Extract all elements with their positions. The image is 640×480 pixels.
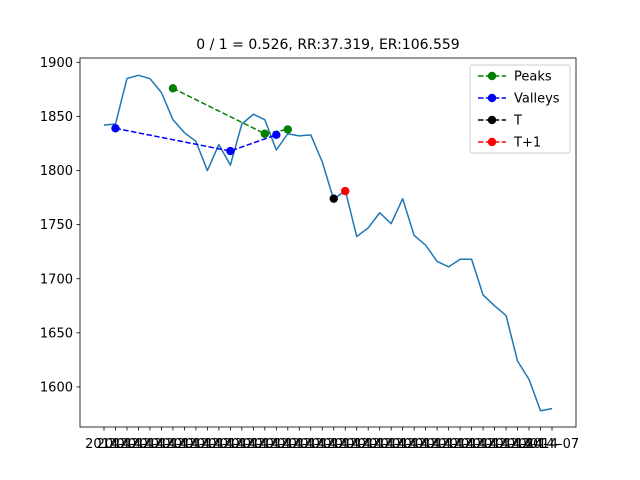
legend-peaks-marker xyxy=(487,71,497,81)
axes-frame xyxy=(79,57,577,428)
x-tick-label: 2014- xyxy=(522,437,560,452)
x-tick-label: 2014- xyxy=(303,437,341,452)
axes: 16001650170017501800185019002014-2014-20… xyxy=(40,56,579,452)
x-tick-label: 2014- xyxy=(338,437,376,452)
x-tick-label: 2014- xyxy=(154,437,192,452)
legend-peaks-label: Peaks xyxy=(514,70,552,85)
x-tick-label: 2014- xyxy=(166,437,204,452)
x-tick-label: 2014- xyxy=(487,437,525,452)
x-tick-label: 2014- xyxy=(269,437,307,452)
x-tick-label: 2014- xyxy=(418,437,456,452)
x-tick-label: 2014- xyxy=(499,437,537,452)
x-tick-label: 2014- xyxy=(177,437,215,452)
y-tick-label: 1750 xyxy=(40,218,73,233)
x-tick-label: 2014- xyxy=(453,437,491,452)
x-tick-label: 2014- xyxy=(85,437,123,452)
price-series-line xyxy=(103,74,553,412)
x-tick-label: 2014- xyxy=(407,437,445,452)
x-tick-label: 2014-07 xyxy=(525,437,579,452)
x-tick-label: 2014- xyxy=(395,437,433,452)
x-tick-label: 2014- xyxy=(108,437,146,452)
x-tick-label: 2014- xyxy=(464,437,502,452)
chart-title: 0 / 1 = 0.526, RR:37.319, ER:106.559 xyxy=(196,37,459,53)
valleys-dashed-line xyxy=(115,127,277,152)
t-1-point xyxy=(341,186,350,196)
legend-t-1-marker xyxy=(487,137,497,147)
x-tick-label: 2014- xyxy=(280,437,318,452)
x-tick-label: 2014- xyxy=(257,437,295,452)
x-tick-label: 2014- xyxy=(326,437,364,452)
legend-t-label: T xyxy=(513,114,522,129)
x-tick-label: 2014- xyxy=(211,437,249,452)
peaks-point xyxy=(168,84,178,93)
valleys-point xyxy=(272,130,281,140)
x-tick-label: 2014- xyxy=(188,437,226,452)
y-tick-label: 1600 xyxy=(40,380,73,395)
y-tick-label: 1650 xyxy=(40,326,73,341)
x-tick-label: 2014- xyxy=(97,437,135,452)
x-tick-label: 2014- xyxy=(430,437,468,452)
legend-valleys-label: Valleys xyxy=(514,92,560,107)
legend-t-1-label: T+1 xyxy=(513,136,541,151)
x-tick-label: 2014- xyxy=(372,437,410,452)
x-tick-label: 2014- xyxy=(292,437,330,452)
x-tick-label: 2014- xyxy=(246,437,284,452)
x-tick-label: 2014- xyxy=(315,437,353,452)
plot-area xyxy=(103,74,553,412)
legend-t-marker xyxy=(487,115,497,125)
x-tick-label: 2014- xyxy=(349,437,387,452)
peaks-point xyxy=(260,129,270,138)
y-tick-label: 1850 xyxy=(40,110,73,125)
x-tick-label: 2014- xyxy=(131,437,169,452)
y-tick-label: 1800 xyxy=(40,164,73,179)
legend-box xyxy=(469,64,571,154)
x-tick-label: 2014- xyxy=(476,437,514,452)
x-tick-label: 2014- xyxy=(234,437,272,452)
x-tick-label: 2014- xyxy=(361,437,399,452)
y-tick-label: 1900 xyxy=(40,56,73,71)
x-tick-label: 2014- xyxy=(441,437,479,452)
x-tick-label: 2014- xyxy=(120,437,158,452)
peaks-dashed-line xyxy=(172,87,288,135)
valleys-point xyxy=(226,146,235,156)
legend: Peaks Valleys T T+1 xyxy=(469,64,571,154)
x-tick-label: 2014- xyxy=(143,437,181,452)
x-tick-label: 2014- xyxy=(200,437,238,452)
x-tick-label: 2014- xyxy=(510,437,548,452)
legend-valleys-marker xyxy=(487,93,497,103)
y-tick-label: 1700 xyxy=(40,272,73,287)
t-point xyxy=(329,194,338,203)
valleys-point xyxy=(111,124,120,133)
x-tick-label: 2014- xyxy=(384,437,422,452)
x-tick-label: 2014- xyxy=(223,437,261,452)
peaks-point xyxy=(283,125,292,134)
